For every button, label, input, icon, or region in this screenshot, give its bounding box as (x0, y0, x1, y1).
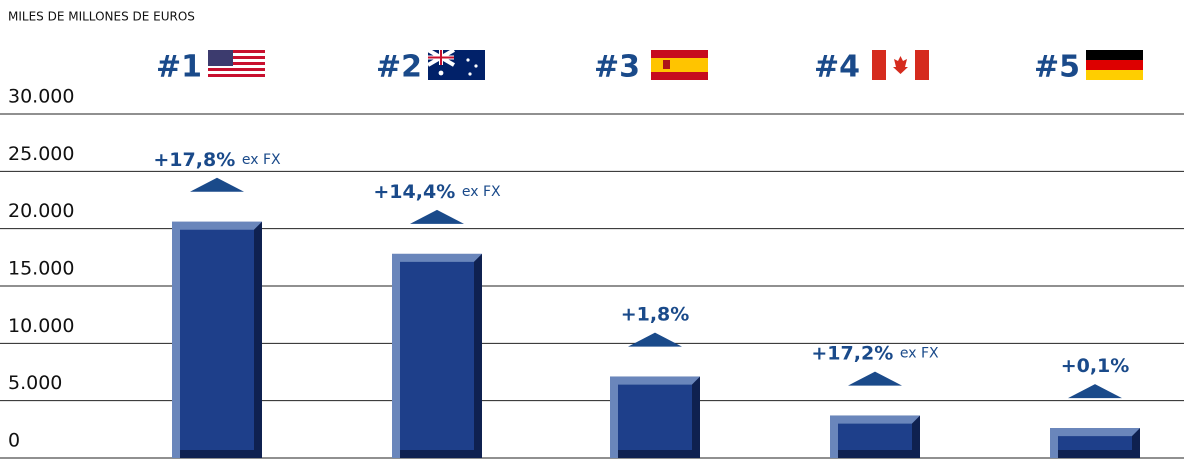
flag-us (208, 50, 265, 80)
growth-note: ex FX (900, 346, 939, 362)
growth-label: +0,1% (1061, 355, 1130, 377)
growth-value: +17,8% (153, 148, 235, 170)
bar (392, 253, 482, 458)
growth-label: +17,8% ex FX (153, 148, 281, 170)
category-label: #5 (1034, 50, 1080, 85)
growth-label: +17,2% ex FX (811, 342, 939, 364)
growth-value: +14,4% (373, 180, 455, 202)
growth-note: ex FX (242, 152, 281, 168)
growth-value: +1,8% (621, 303, 690, 325)
growth-note: ex FX (462, 184, 501, 200)
growth-arrow (410, 209, 464, 224)
flag-ca (872, 50, 929, 80)
growth-value: +0,1% (1061, 355, 1130, 377)
y-tick-label: 20.000 (8, 200, 74, 222)
growth-value: +17,2% (811, 342, 893, 364)
y-tick-label: 0 (8, 430, 20, 452)
y-axis-label: MILES DE MILLONES DE EUROS (8, 10, 195, 24)
bar-shade (838, 415, 920, 458)
category-label: #1 (156, 50, 202, 85)
growth-arrow (1068, 384, 1122, 399)
category-label: #2 (376, 50, 422, 85)
growth-arrow (848, 371, 902, 386)
flags (208, 48, 1143, 80)
bar-bevel (1050, 428, 1140, 458)
bar (610, 376, 700, 458)
growth-label: +14,4% ex FX (373, 180, 501, 202)
y-tick-label: 15.000 (8, 258, 74, 280)
y-tick-label: 5.000 (8, 372, 62, 394)
flag-de (1086, 50, 1143, 80)
bar (172, 221, 262, 458)
category-label: #4 (814, 50, 860, 85)
growth-arrow (628, 332, 682, 347)
growth-label: +1,8% (621, 303, 690, 325)
bar-shade (1058, 428, 1140, 458)
growth-arrow (190, 177, 244, 192)
flag-es (651, 50, 708, 80)
y-tick-label: 10.000 (8, 315, 74, 337)
y-tick-label: 30.000 (8, 86, 74, 108)
y-tick-label: 25.000 (8, 143, 74, 165)
bar-bevel (830, 415, 920, 458)
flag-au (427, 48, 485, 80)
category-label: #3 (594, 50, 640, 85)
